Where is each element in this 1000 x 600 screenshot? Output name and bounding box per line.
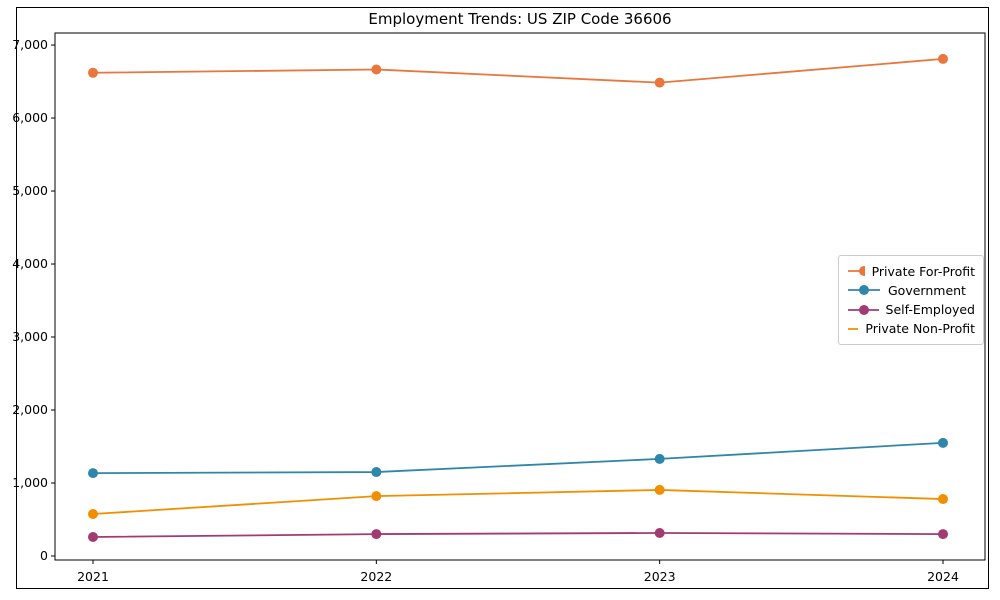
legend-item-self-employed[interactable]: Self-Employed (847, 301, 975, 319)
data-point-government[interactable] (88, 468, 98, 479)
legend-marker-icon (848, 304, 879, 315)
x-tick-label: 2022 (360, 569, 392, 584)
data-point-government[interactable] (371, 467, 382, 478)
axes-frame (54, 32, 986, 561)
y-tick-label: 0 (40, 548, 48, 563)
y-tick-label: 4,000 (12, 256, 48, 271)
legend: Private For-Profit Government Self-Employe… (838, 255, 984, 345)
legend-marker-icon (848, 266, 865, 276)
legend-marker-icon (848, 285, 880, 296)
data-point-government[interactable] (654, 453, 665, 464)
series-line-private-non-profit (92, 489, 944, 515)
data-point-self-employed[interactable] (88, 532, 98, 543)
legend-label: Government (888, 282, 966, 298)
data-point-private-non-profit[interactable] (88, 509, 98, 520)
data-point-government[interactable] (938, 437, 948, 448)
data-point-private-for-profit[interactable] (371, 64, 382, 75)
x-tick-label: 2023 (644, 569, 676, 584)
chart-title: Employment Trends: US ZIP Code 36606 (368, 10, 672, 28)
legend-label: Self-Employed (885, 302, 975, 318)
data-point-self-employed[interactable] (938, 529, 948, 540)
y-tick-label: 1,000 (12, 475, 48, 490)
data-point-self-employed[interactable] (371, 529, 382, 540)
y-tick-label: 5,000 (12, 183, 48, 198)
legend-label: Private Non-Profit (865, 321, 975, 337)
legend-marker-icon (848, 328, 859, 330)
data-point-private-non-profit[interactable] (654, 484, 665, 495)
legend-item-government[interactable]: Government (847, 281, 975, 299)
x-tick-label: 2024 (927, 569, 959, 584)
data-point-private-for-profit[interactable] (88, 67, 98, 78)
data-point-self-employed[interactable] (654, 527, 665, 538)
data-point-private-for-profit[interactable] (938, 53, 948, 64)
series-line-government (92, 441, 944, 475)
y-tick-label: 3,000 (12, 329, 48, 344)
legend-item-private-for-profit[interactable]: Private For-Profit (847, 262, 975, 280)
legend-label: Private For-Profit (871, 263, 975, 279)
x-tick-label: 2021 (77, 569, 109, 584)
data-point-private-non-profit[interactable] (938, 494, 948, 505)
y-tick-label: 6,000 (12, 110, 48, 125)
data-point-private-non-profit[interactable] (371, 491, 382, 502)
data-point-private-for-profit[interactable] (654, 77, 665, 88)
series-line-private-for-profit (92, 58, 944, 84)
legend-item-private-non-profit[interactable]: Private Non-Profit (847, 320, 975, 338)
y-tick-label: 7,000 (12, 37, 48, 52)
y-tick-label: 2,000 (12, 402, 48, 417)
series-line-self-employed (92, 532, 944, 538)
